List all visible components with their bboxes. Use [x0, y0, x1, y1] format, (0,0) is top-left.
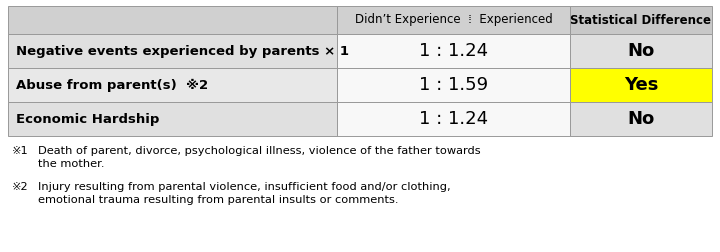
- Bar: [570, 68, 712, 102]
- Text: No: No: [627, 42, 654, 60]
- Text: 1 : 1.24: 1 : 1.24: [419, 110, 488, 128]
- Text: Yes: Yes: [624, 76, 658, 94]
- Bar: [570, 102, 712, 136]
- Bar: [8, 102, 338, 136]
- Text: Injury resulting from parental violence, insufficient food and/or clothing,
emot: Injury resulting from parental violence,…: [38, 182, 451, 205]
- Text: 1 : 1.24: 1 : 1.24: [419, 42, 488, 60]
- Bar: [338, 34, 570, 68]
- Text: Statistical Difference: Statistical Difference: [570, 14, 711, 26]
- Bar: [8, 34, 338, 68]
- Bar: [8, 68, 338, 102]
- Text: Economic Hardship: Economic Hardship: [16, 112, 159, 125]
- Text: ※1: ※1: [12, 146, 29, 156]
- Text: Didn’t Experience  ⁞  Experienced: Didn’t Experience ⁞ Experienced: [355, 14, 552, 26]
- Bar: [338, 68, 570, 102]
- Text: Negative events experienced by parents × 1: Negative events experienced by parents ×…: [16, 45, 349, 57]
- Bar: [338, 102, 570, 136]
- Bar: [570, 34, 712, 68]
- Bar: [338, 6, 570, 34]
- Text: Abuse from parent(s)  ※2: Abuse from parent(s) ※2: [16, 78, 208, 91]
- Text: No: No: [627, 110, 654, 128]
- Text: Death of parent, divorce, psychological illness, violence of the father towards
: Death of parent, divorce, psychological …: [38, 146, 481, 169]
- Bar: [8, 6, 338, 34]
- Text: ※2: ※2: [12, 182, 29, 192]
- Bar: [570, 6, 712, 34]
- Text: 1 : 1.59: 1 : 1.59: [419, 76, 488, 94]
